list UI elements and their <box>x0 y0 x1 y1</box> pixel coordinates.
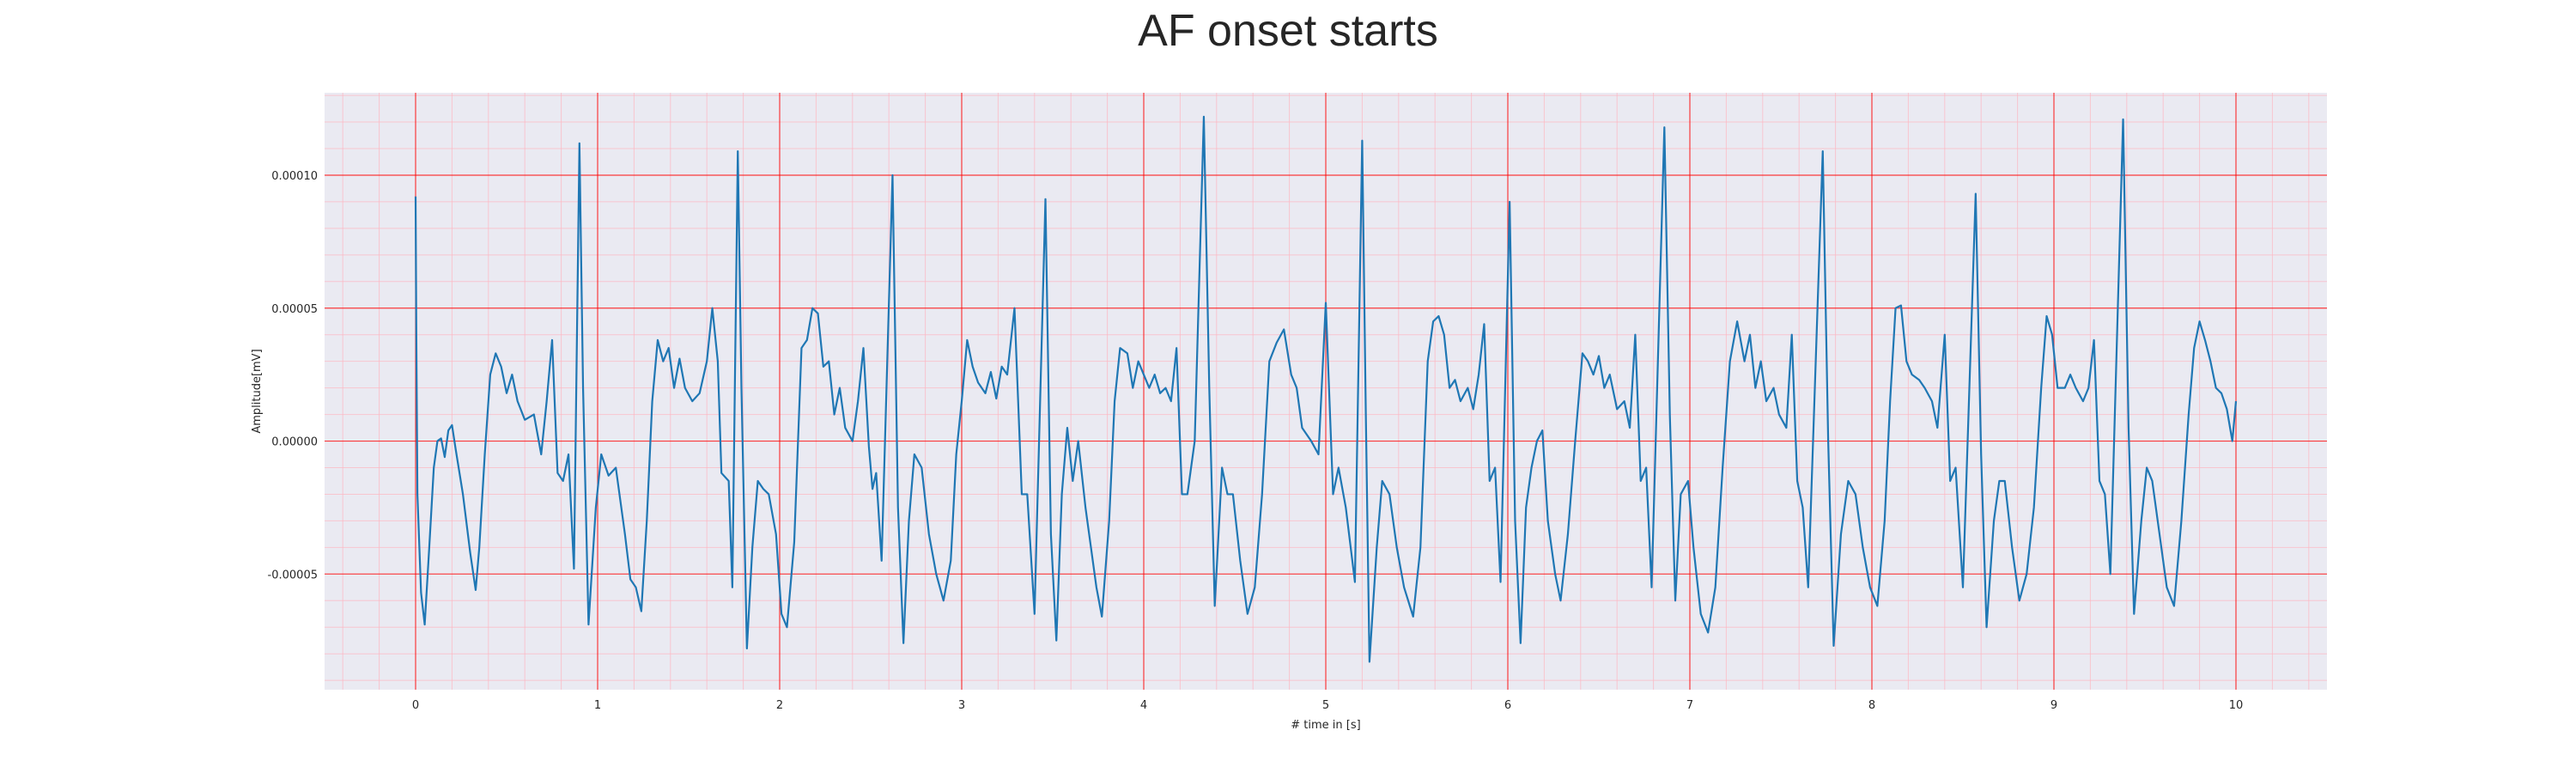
x-tick-label: 3 <box>958 699 965 712</box>
x-tick-label: 0 <box>412 699 419 712</box>
x-tick-label: 4 <box>1140 699 1147 712</box>
x-tick-label: 10 <box>2229 699 2244 712</box>
chart-title: AF onset starts <box>1138 6 1438 56</box>
x-tick-label: 8 <box>1868 699 1875 712</box>
y-tick-label: 0.00010 <box>271 170 318 183</box>
y-axis-label: Amplitude[mV] <box>251 349 264 433</box>
x-tick-label: 1 <box>594 699 601 712</box>
x-tick-label: 7 <box>1686 699 1693 712</box>
x-tick-labels: 0 1 2 3 4 5 6 7 8 9 10 <box>412 699 2243 712</box>
major-grid <box>325 93 2327 690</box>
x-tick-label: 6 <box>1504 699 1511 712</box>
ecg-signal-line <box>414 115 2238 663</box>
x-tick-label: 2 <box>776 699 783 712</box>
y-tick-label: 0.00005 <box>271 303 318 316</box>
x-axis-label: # time in [s] <box>1291 719 1360 732</box>
y-tick-label: -0.00005 <box>268 569 318 581</box>
y-tick-label: 0.00000 <box>271 436 318 449</box>
x-tick-label: 5 <box>1322 699 1329 712</box>
y-tick-labels: 0.00010 0.00005 0.00000 -0.00005 <box>268 170 318 581</box>
x-tick-label: 9 <box>2050 699 2057 712</box>
